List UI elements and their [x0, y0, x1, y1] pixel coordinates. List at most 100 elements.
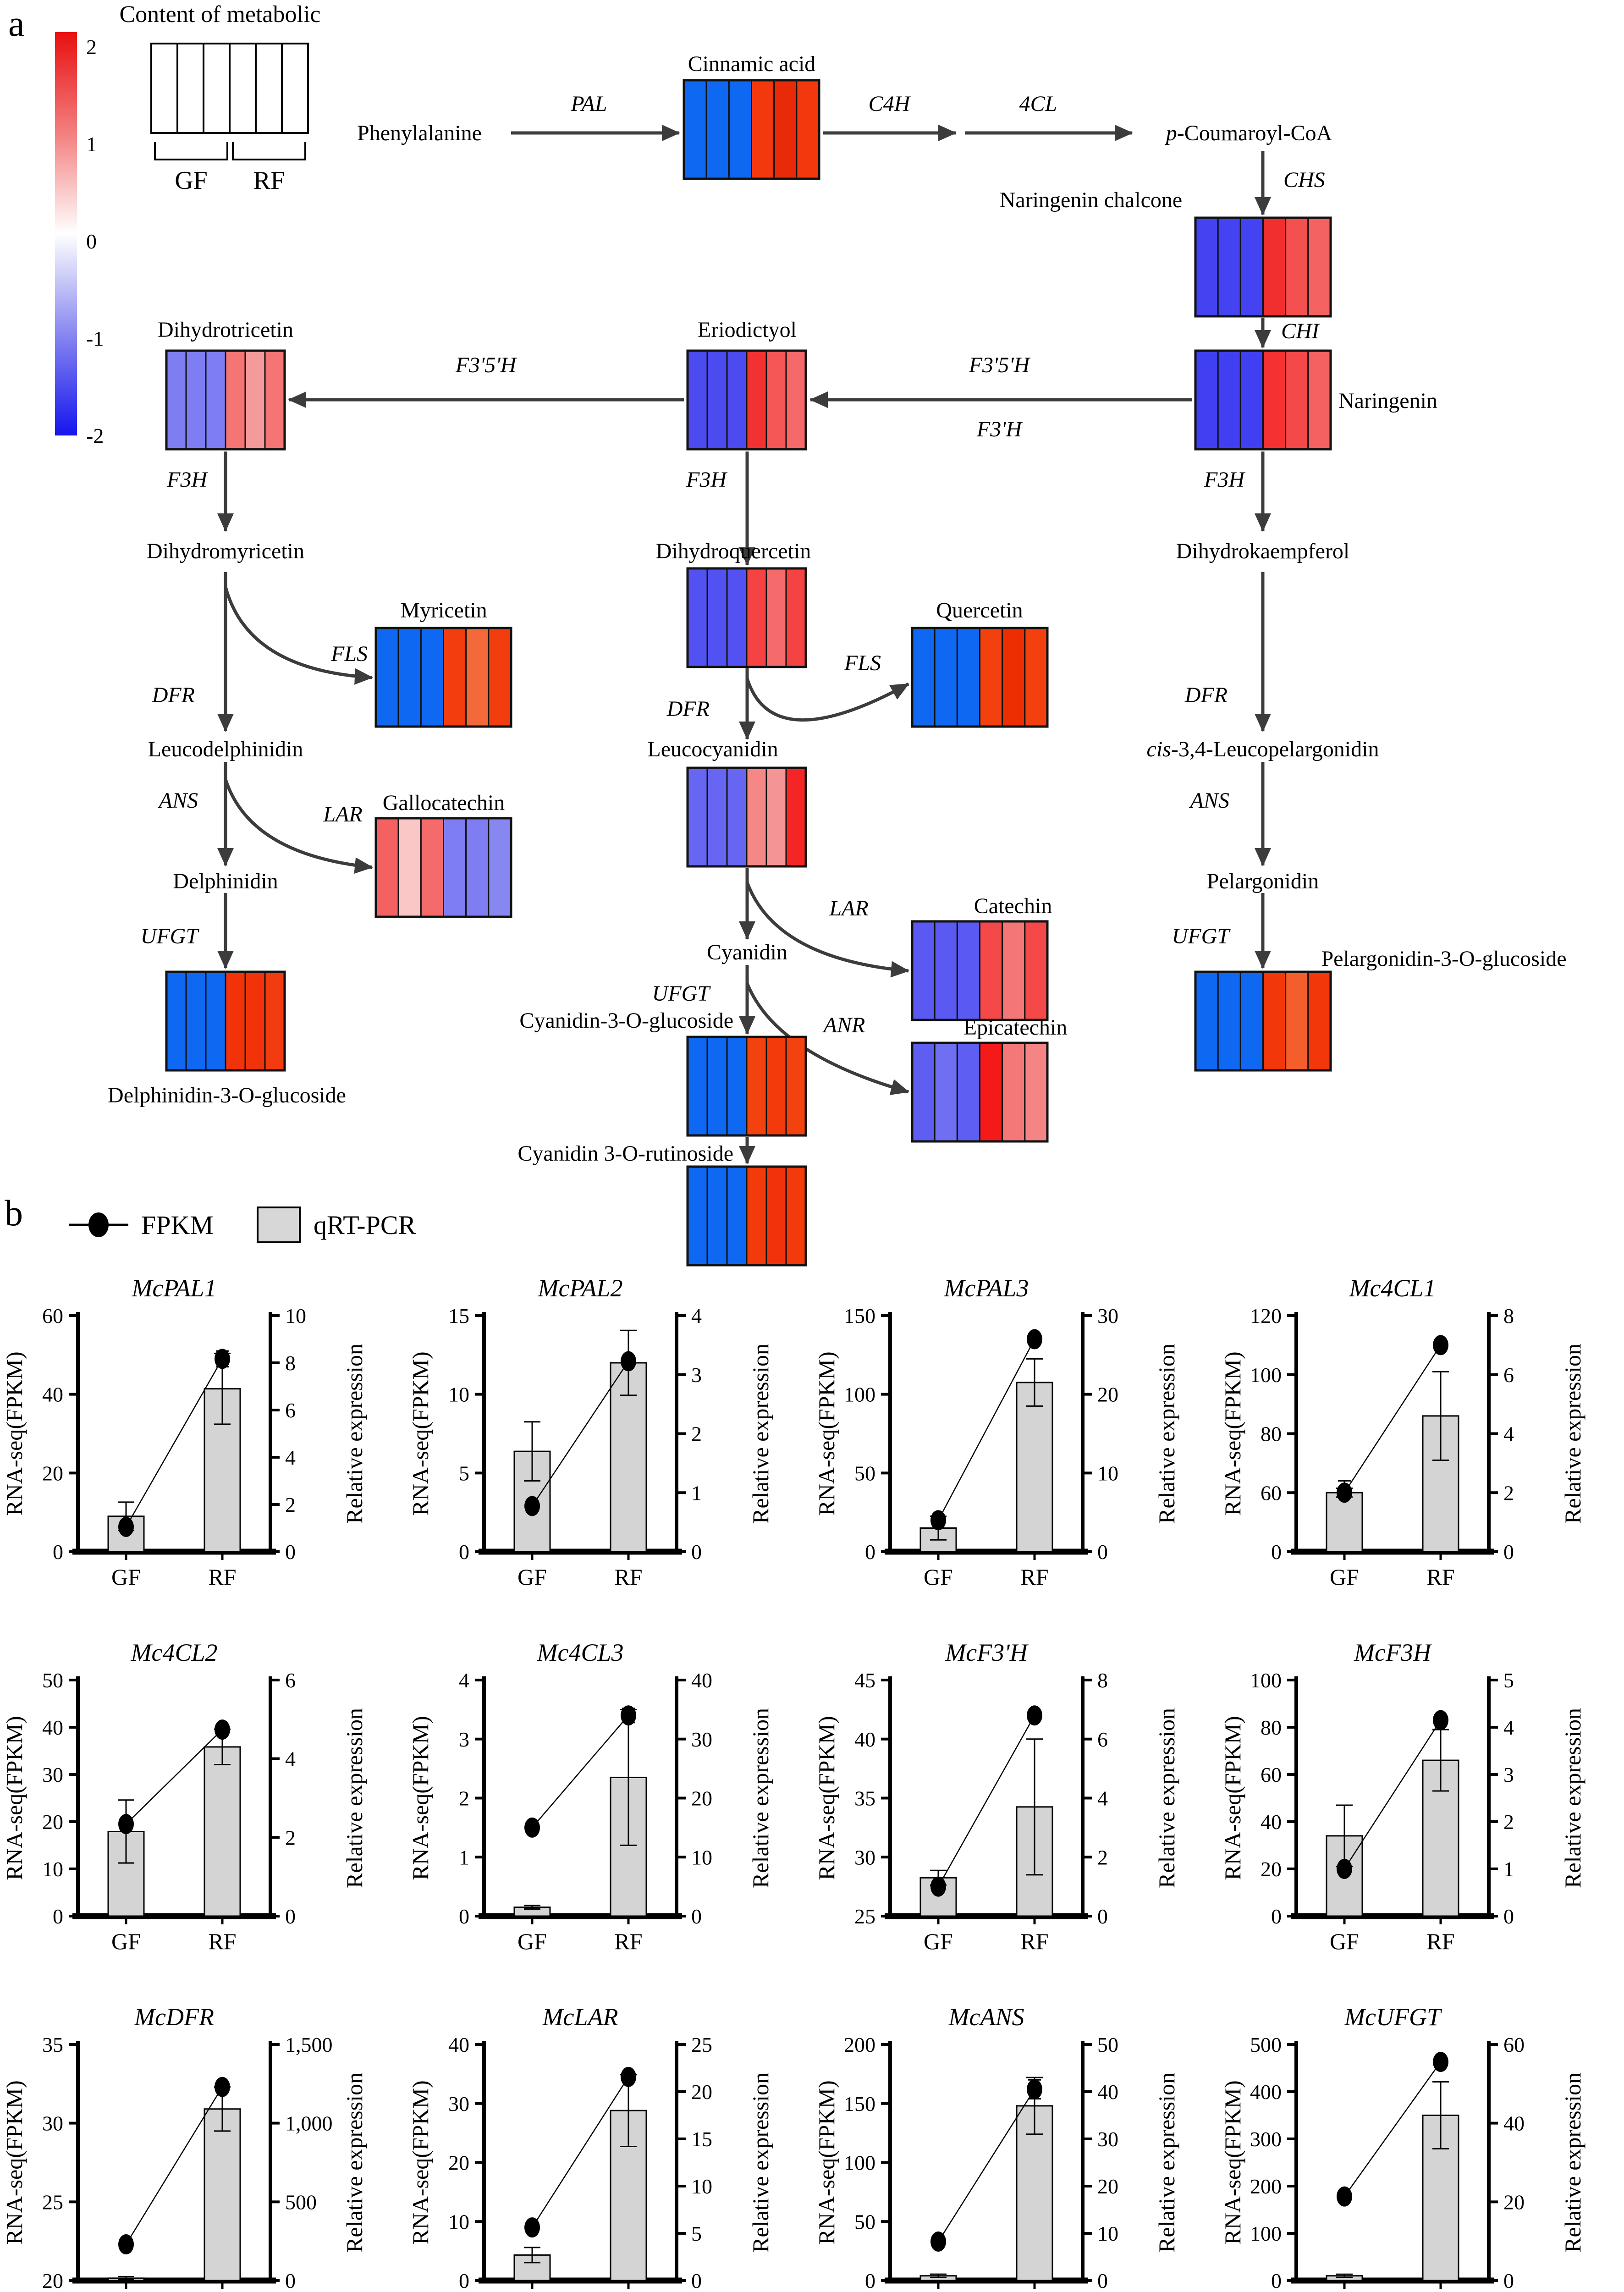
right-tick: 4 — [1097, 1787, 1108, 1810]
expression-charts-grid: McPAL1 0 20 40 60 0 2 4 6 8 10 GF RF RNA-seq(FPKM) Rel… — [0, 1256, 1624, 2292]
left-tick: 3 — [459, 1728, 469, 1751]
gene-f3'h: F3'H — [976, 417, 1023, 441]
heatmap-cell — [687, 350, 708, 450]
node-pelargonidin-3-o-glucoside-label: Pelargonidin-3-O-glucoside — [1321, 947, 1566, 971]
heatmap-cell — [1239, 350, 1264, 450]
heatmap-cell — [1002, 627, 1026, 727]
heatmap-cell — [244, 350, 266, 450]
legend-gf-label: GF — [175, 166, 208, 195]
fpkm-line — [937, 1339, 1035, 1521]
left-tick: 0 — [459, 1540, 469, 1564]
left-tick: 60 — [1261, 1763, 1282, 1786]
heatmap-cell — [225, 971, 246, 1071]
left-axis-title: RNA-seq(FPKM) — [814, 1716, 839, 1880]
heatmap-cell — [443, 627, 467, 727]
gene-f3h: F3H — [686, 468, 727, 492]
right-tick: 0 — [691, 1540, 702, 1564]
fpkm-dot-GF — [1337, 1482, 1352, 1503]
fpkm-dot-GF — [118, 2234, 134, 2255]
left-tick: 200 — [844, 2033, 875, 2056]
fpkm-dot-RF — [621, 2066, 636, 2087]
right-tick: 0 — [285, 1905, 296, 1928]
right-tick: 20 — [691, 2080, 712, 2104]
fpkm-dot-GF — [930, 1510, 946, 1531]
fpkm-dot-GF — [118, 1814, 134, 1835]
fpkm-dot-RF — [1027, 1329, 1042, 1350]
left-tick: 4 — [459, 1669, 469, 1692]
heatmap-cell — [205, 971, 226, 1071]
left-tick: 10 — [448, 1383, 469, 1406]
left-tick: 0 — [1271, 1905, 1282, 1928]
gene-ans: ANS — [158, 788, 198, 813]
fpkm-dot-RF — [621, 1705, 636, 1726]
heatmap-cell — [1195, 971, 1219, 1071]
colorbar-tick: -1 — [86, 327, 104, 350]
right-tick: 30 — [1097, 1304, 1118, 1328]
gene-fls: FLS — [330, 642, 368, 666]
heatmap-cell — [264, 350, 286, 450]
legend-fpkm: FPKM — [69, 1207, 214, 1243]
legend-cell — [150, 43, 178, 134]
heatmap-cell — [751, 79, 775, 180]
right-tick: 6 — [1097, 1728, 1108, 1751]
heatmap-cell — [1285, 350, 1309, 450]
left-axis-title: RNA-seq(FPKM) — [1, 2080, 27, 2244]
right-tick: 2 — [1503, 1481, 1514, 1504]
chart-McPAL2: McPAL2 0 5 10 15 0 1 2 3 4 GF RF RNA-seq(FPKM) Relati… — [406, 1256, 812, 1620]
right-tick: 0 — [691, 1905, 702, 1928]
fpkm-dot-GF — [524, 1817, 540, 1838]
heatmap-cell — [785, 767, 807, 867]
heatmap-naringenin — [1194, 349, 1332, 451]
heatmap-cell — [1195, 217, 1219, 317]
left-tick: 60 — [1261, 1481, 1282, 1504]
chart-svg-McF3'H: McF3'H 25 30 35 40 45 0 2 4 6 8 GF RF RNA-seq(FPKM) Re… — [814, 1639, 1179, 1954]
heatmap-eriodictyol — [686, 349, 807, 451]
heatmap-cell — [746, 567, 767, 668]
gf-bracket-icon — [154, 142, 228, 160]
gene-4cl: 4CL — [1019, 92, 1057, 116]
node-myricetin-label: Myricetin — [400, 598, 487, 623]
colorbar-title: Content of metabolic — [119, 1, 320, 28]
heatmap-cell — [465, 627, 490, 727]
left-axis-title: RNA-seq(FPKM) — [407, 2080, 433, 2244]
fpkm-dot-RF — [621, 1351, 636, 1372]
heatmap-cell — [1217, 217, 1241, 317]
right-tick: 4 — [285, 1446, 296, 1469]
right-tick: 2 — [1097, 1846, 1108, 1869]
heatmap-cell — [185, 971, 207, 1071]
right-tick: 10 — [1097, 2222, 1118, 2245]
heatmap-cell — [1285, 217, 1309, 317]
heatmap-cell — [705, 79, 730, 180]
right-axis-title: Relative expression — [341, 1344, 367, 1524]
gene-lar: LAR — [323, 802, 362, 826]
right-axis-title: Relative expression — [341, 2072, 367, 2253]
chart-title: McANS — [948, 2003, 1024, 2031]
left-tick: 40 — [448, 2033, 469, 2056]
right-tick: 8 — [1503, 1304, 1514, 1328]
heatmap-cell — [773, 79, 798, 180]
chart-title: McLAR — [542, 2003, 618, 2031]
node-pelargonidin: Pelargonidin — [1207, 869, 1319, 893]
gene-f3h: F3H — [166, 468, 208, 492]
fpkm-dot-RF — [1027, 1705, 1042, 1726]
heatmap-cell — [785, 1036, 807, 1136]
chart-svg-Mc4CL1: Mc4CL1 0 60 80 100 120 0 2 4 6 8 GF RF RNA-seq(FPKM) R… — [1220, 1274, 1585, 1590]
left-tick: 15 — [448, 1304, 469, 1328]
right-tick: 0 — [1097, 1540, 1108, 1564]
colorbar-tick: -2 — [86, 424, 104, 447]
heatmap-cell — [687, 767, 708, 867]
node-dihydromyricetin: Dihydromyricetin — [147, 539, 304, 563]
right-tick: 0 — [1097, 2269, 1108, 2292]
heatmap-cell — [1217, 971, 1241, 1071]
fpkm-dot-GF — [524, 1496, 540, 1516]
heatmap-cell — [728, 79, 753, 180]
heatmap-quercetin — [911, 627, 1049, 728]
gene-lar: LAR — [829, 896, 868, 920]
qrtpcr-swatch-icon — [257, 1207, 301, 1243]
left-tick: 100 — [1250, 1363, 1282, 1387]
x-label-RF: RF — [1020, 1564, 1048, 1590]
heatmap-cell — [785, 350, 807, 450]
left-tick: 5 — [459, 1461, 469, 1485]
x-label-RF: RF — [614, 1564, 642, 1590]
heatmap-cell — [911, 920, 936, 1021]
